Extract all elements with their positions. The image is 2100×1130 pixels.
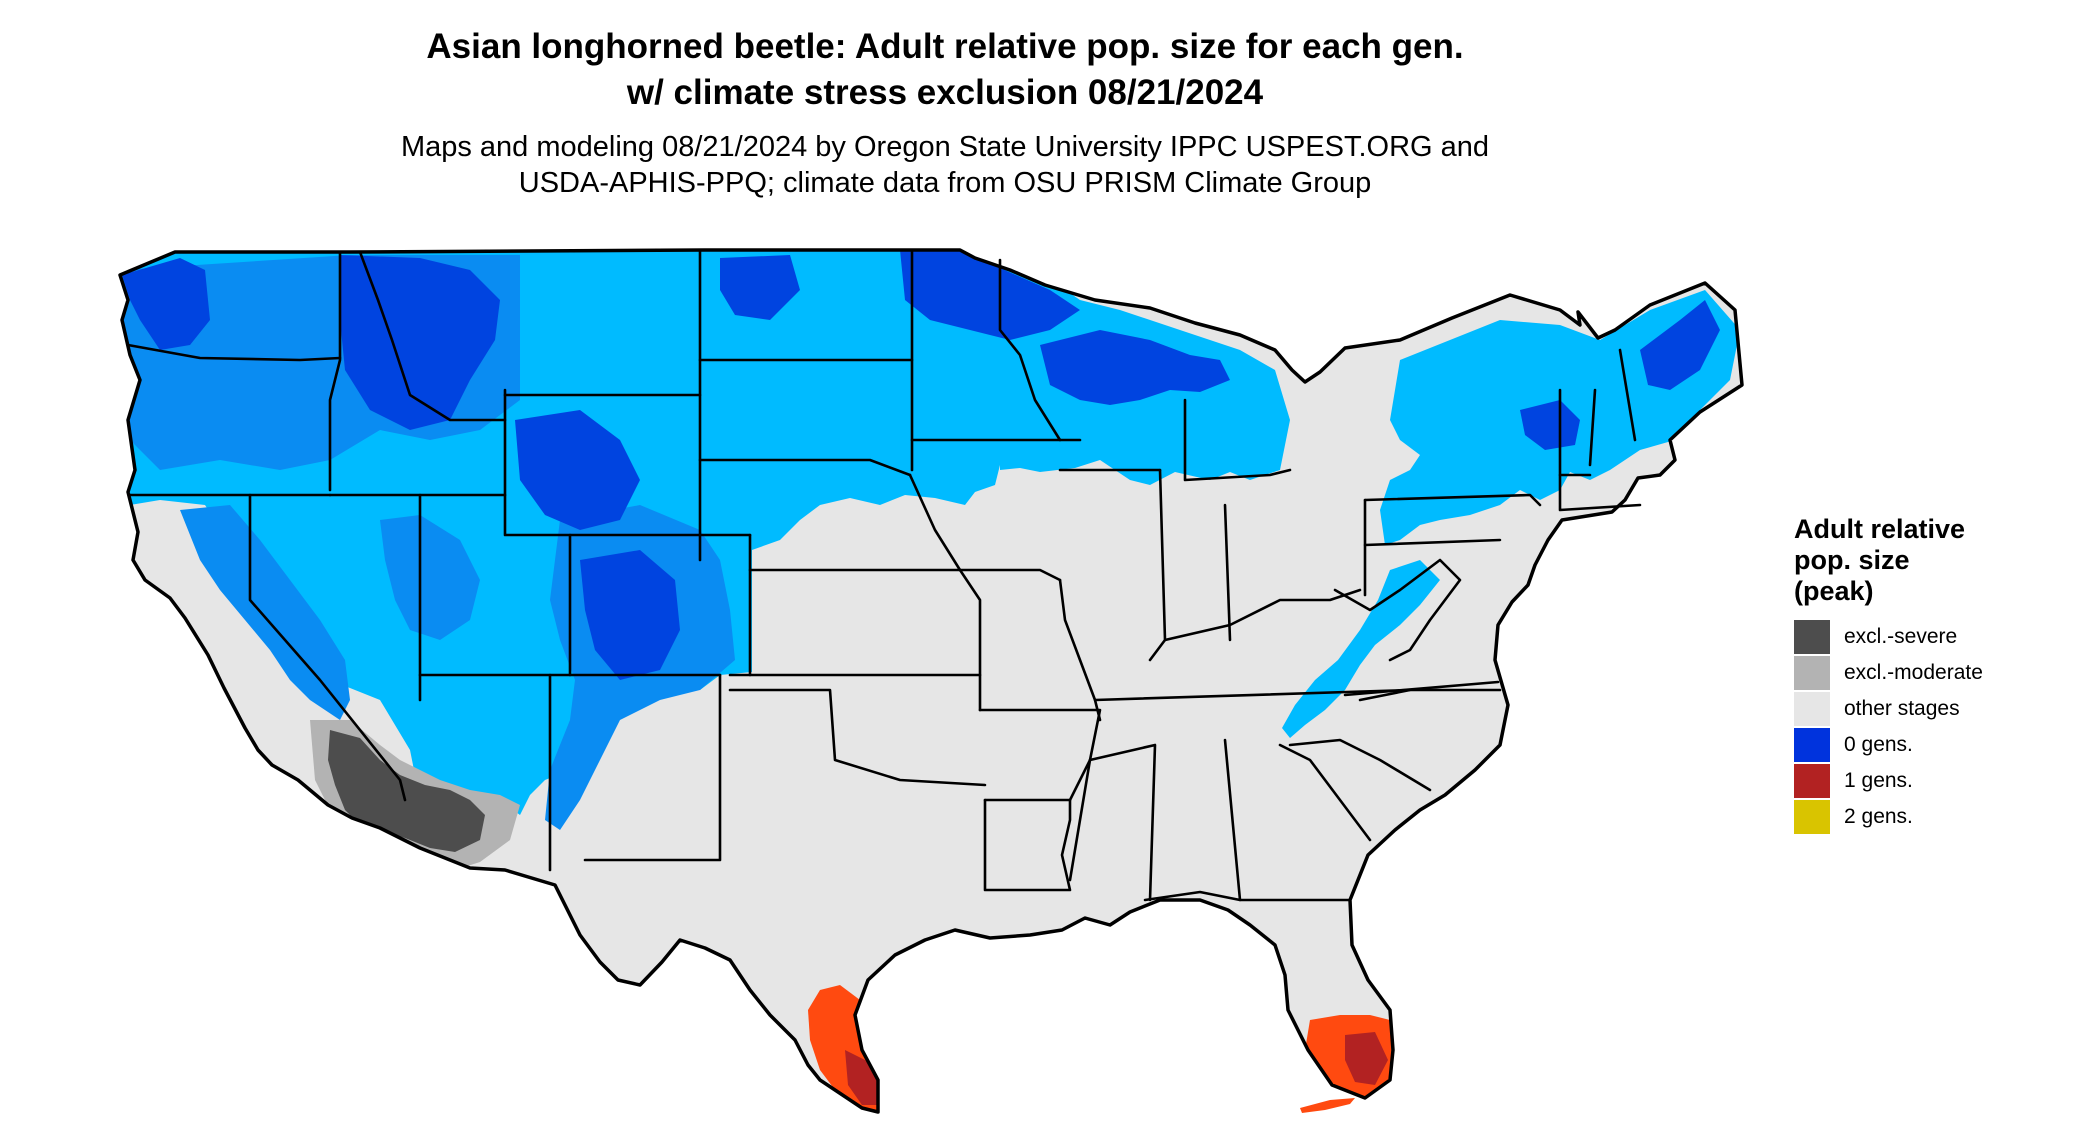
excl-severe-region — [328, 730, 485, 852]
border-mi — [1183, 398, 1292, 482]
border-mo-east — [1058, 578, 1102, 722]
legend-swatch-1-gens — [1794, 764, 1830, 798]
border-wy-co-ut — [503, 493, 752, 537]
zero-gens-cascades-dark — [122, 258, 210, 350]
state-borders — [126, 248, 1642, 902]
zero-gens-nevada-utah — [380, 515, 480, 640]
zero-gens-colorado-dark — [580, 550, 680, 680]
border-ky-tn — [1093, 688, 1412, 702]
one-gen-florida-keys — [1300, 1098, 1355, 1113]
border-wv — [1333, 558, 1462, 662]
legend-label-0-gens: 0 gens. — [1844, 733, 1913, 756]
border-la — [983, 798, 1072, 892]
legend-label-1-gens: 1 gens. — [1844, 769, 1913, 792]
legend-label-excl-severe: excl.-severe — [1844, 625, 1958, 648]
legend-swatch-other-stages — [1794, 692, 1830, 726]
legend-title-line3: (peak) — [1794, 576, 1874, 606]
border-ms-al — [1088, 743, 1157, 902]
legend-swatch-excl-moderate — [1794, 656, 1830, 690]
legend-title-line1: Adult relative — [1794, 514, 1966, 544]
map-subtitle-line1: Maps and modeling 08/21/2024 by Oregon S… — [400, 131, 1490, 163]
border-ia-mo — [958, 568, 1062, 582]
zero-gens-up-michigan-dark — [1040, 330, 1230, 405]
border-pa-md — [1363, 538, 1502, 547]
border-ne-ia — [908, 473, 962, 572]
map-subtitle-line2: USDA-APHIS-PPQ; climate data from OSU PR… — [518, 167, 1372, 199]
border-id-mt — [358, 250, 507, 422]
border-ga-fl — [1143, 890, 1352, 902]
legend-label-excl-moderate: excl.-moderate — [1844, 661, 1983, 684]
legend-label-other-stages: other stages — [1844, 697, 1960, 720]
legend-swatch-0-gens — [1794, 728, 1830, 762]
border-mo-west — [958, 568, 982, 712]
us-map — [118, 248, 1744, 1114]
border-ga-sc — [1278, 743, 1372, 842]
legend-title-line2: pop. size — [1794, 545, 1910, 575]
border-in-oh — [1223, 503, 1232, 642]
one-gen-south-florida-core — [1345, 1032, 1388, 1085]
border-nm-tx — [583, 673, 722, 862]
zero-gens-adirondack-dark — [1520, 400, 1580, 450]
zero-gens-idaho-montana-dark — [340, 255, 500, 430]
zero-gens-minnesota-dark — [900, 250, 1080, 340]
border-nc-sc — [1288, 738, 1432, 792]
zero-gens-wyoming-dark — [515, 410, 640, 530]
map-title-line2: w/ climate stress exclusion 08/21/2024 — [626, 73, 1264, 112]
border-mn-wi — [998, 258, 1062, 442]
border-ms-west — [1068, 758, 1092, 882]
border-ca-nv — [248, 493, 407, 802]
border-sd-ne — [698, 458, 912, 477]
border-nh-me — [1618, 348, 1637, 442]
legend-swatch-2-gens — [1794, 800, 1830, 834]
legend-label-2-gens: 2 gens. — [1844, 805, 1913, 828]
map-title-line1: Asian longhorned beetle: Adult relative … — [426, 27, 1464, 66]
border-ky-oh — [1163, 588, 1362, 642]
border-al-ga — [1223, 738, 1242, 902]
border-wa-or — [126, 343, 342, 362]
legend-swatch-excl-severe — [1794, 620, 1830, 654]
border-vt-nh — [1588, 388, 1597, 467]
border-pa-ny — [1363, 493, 1542, 507]
border-ma-ct — [1558, 473, 1642, 512]
border-va-nc — [1343, 680, 1500, 697]
one-gen-south-texas-core — [845, 1050, 880, 1105]
border-ok-tx — [728, 688, 987, 787]
zero-gens-maine-dark — [1640, 300, 1720, 390]
border-id-west — [328, 250, 342, 492]
zero-gens-north-dakota-dark — [720, 255, 800, 320]
